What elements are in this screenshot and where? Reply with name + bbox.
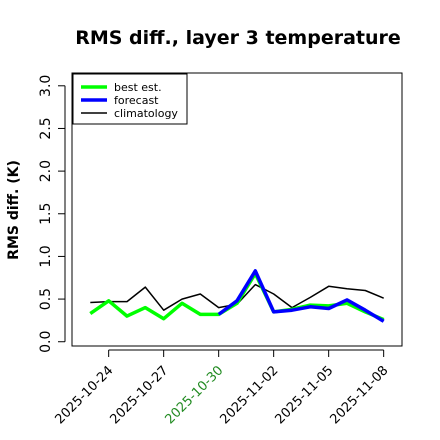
legend-label: forecast <box>114 94 159 107</box>
chart-title: RMS diff., layer 3 temperature <box>75 27 401 49</box>
y-tick-label: 1.5 <box>38 203 54 225</box>
legend-label: best est. <box>114 81 162 94</box>
y-axis: 0.0 0.5 1.0 1.5 2.0 2.5 3.0 <box>38 75 66 353</box>
y-axis-label: RMS diff. (K) <box>6 160 22 260</box>
y-tick-label: 1.0 <box>38 245 54 267</box>
x-tick-label: 2025-11-02 <box>217 363 281 427</box>
y-tick-label: 2.0 <box>38 160 54 182</box>
series-layer <box>89 269 385 323</box>
legend-label: climatology <box>114 107 178 120</box>
y-tick-label: 2.5 <box>38 117 54 139</box>
y-tick-label: 3.0 <box>38 75 54 97</box>
y-tick-label: 0.5 <box>38 288 54 310</box>
y-tick-label: 0.0 <box>38 331 54 353</box>
plot-frame <box>71 72 403 347</box>
x-tick-label: 2025-10-30 <box>162 363 226 427</box>
x-tick-label: 2025-10-27 <box>107 363 171 427</box>
x-tick-label: 2025-11-08 <box>327 363 391 427</box>
x-axis: 2025-10-242025-10-272025-10-302025-11-02… <box>52 349 391 427</box>
series-line-forecast <box>217 269 385 323</box>
x-tick-label: 2025-11-05 <box>272 363 336 427</box>
x-tick-label: 2025-10-24 <box>52 363 116 427</box>
series-line-climatology <box>90 283 384 311</box>
